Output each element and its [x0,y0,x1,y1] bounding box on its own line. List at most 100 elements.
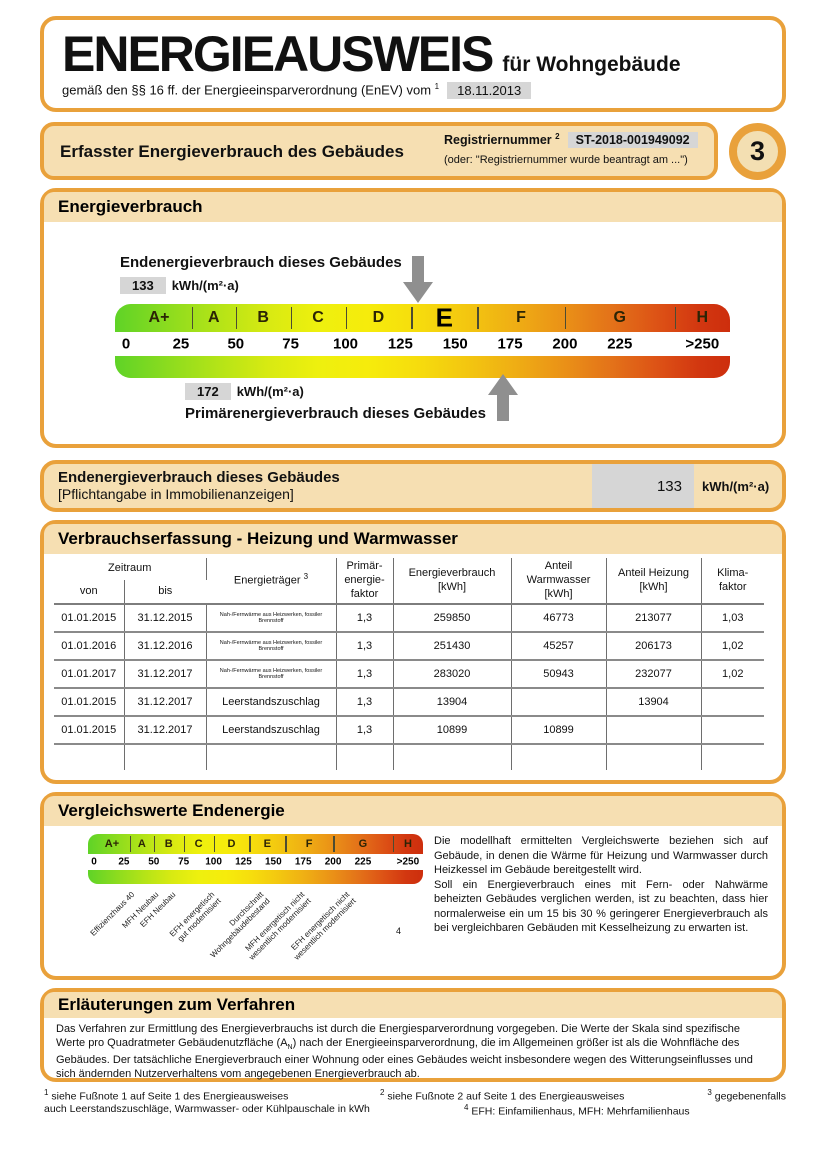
table-row: 01.01.2015 31.12.2015 Nah-/Fernwärme aus H… [54,604,764,634]
scale-divider [411,307,413,329]
efficiency-scale-bar: A+ A B C D E F G H 0 25 50 75 100 125 150 175 200 225 >250 [115,304,730,378]
scale-divider [153,836,156,852]
scale-class-label: A+ [148,309,170,326]
highlight-subtitle: [Pflichtangabe in Immobilienanzeigen] [58,486,294,502]
scale-tick-label: 75 [178,856,190,868]
footnote-3-text-line1: gegebenenfalls [714,1090,786,1103]
end-energy-unit: kWh/(m²·a) [171,278,239,293]
end-energy-highlight-banner: Endenergieverbrauch dieses Gebäudes [Pfl… [40,460,786,512]
registration-block: Registriernummer 2 ST-2018-001949092 (od… [444,132,712,166]
consumption-table-body: 01.01.2015 31.12.2015 Nah-/Fernwärme aus H… [54,604,764,771]
scale-class-label: B [257,309,269,326]
highlight-value: 133 [592,464,694,508]
table-cell: 1,3 [336,688,394,718]
table-cell: 1,03 [701,604,764,634]
comparison-paragraph-2: Soll ein Energieverbrauch eines mit Fern… [434,878,768,935]
table-cell: 10899 [393,716,512,746]
scale-divider [392,836,395,852]
table-cell: 31.12.2017 [124,716,207,746]
table-cell [511,744,607,771]
table-cell: 1,3 [336,716,394,746]
table-cell: 31.12.2016 [124,632,207,662]
scale-class-label: F [305,838,313,850]
header-anteil-heizung: Anteil Heizung [kWh] [606,558,702,606]
table-cell: Nah-/Fernwärme aus Heizwerken, fossiler … [206,604,337,634]
table-row: 01.01.2016 31.12.2016 Nah-/Fernwärme aus H… [54,632,764,662]
issue-date-value: 18.11.2013 [447,81,532,99]
scale-divider [183,836,186,852]
comparison-paragraph-1: Die modellhaft ermittelten Vergleichswer… [434,835,768,877]
table-row: 01.01.2017 31.12.2017 Nah-/Fernwärme aus H… [54,660,764,690]
scale-divider [477,307,479,329]
scale-tick-label: 100 [332,335,359,353]
scale-divider [249,836,251,852]
registration-alternative-note: (oder: "Registriernummer wurde beantragt… [444,154,688,166]
scale-tick-label: 175 [294,856,312,868]
footnote-1-mark: 1 [44,1088,49,1097]
energy-section-title: Energieverbrauch [44,192,782,222]
primary-energy-value: 172 [185,383,231,400]
table-cell: 1,3 [336,660,394,690]
scale-class-label: A [137,838,146,850]
scale-tick-label: 175 [497,335,523,353]
scale-tick-label: 25 [172,335,190,353]
up-arrow-icon [488,374,519,421]
scale-overflow-tick-label: >250 [396,856,420,868]
scale-class-label: D [227,838,236,850]
table-cell [54,744,125,771]
footnote-2-text: siehe Fußnote 2 auf Seite 1 des Energiea… [387,1090,625,1103]
scale-tick-label: 50 [148,856,160,868]
footnote-2-mark: 2 [380,1088,385,1097]
scale-divider [129,836,132,852]
scale-tick-label: 0 [91,856,97,868]
table-cell [206,744,337,771]
law-footnote-mark: 1 [434,82,440,92]
table-cell: 01.01.2015 [54,688,125,718]
comparison-reference-label: Effizienzhaus 40 [88,890,137,938]
table-cell [393,744,512,771]
footnote-1-text: siehe Fußnote 1 auf Seite 1 des Energiea… [51,1090,289,1103]
efficiency-scale: A+ A B C D E F G H 0 25 50 75 100 125 150 175 200 225 >250 [115,256,730,421]
registration-number-value: ST-2018-001949092 [567,132,698,148]
scale-class-label: B [164,838,173,850]
energy-consumption-box: Energieverbrauch Endenergieverbrauch die… [40,188,786,448]
scale-class-label: F [516,309,526,326]
table-cell: 31.12.2017 [124,660,207,690]
scale-class-label: A [208,309,220,326]
table-cell [606,716,702,746]
scale-tick-label: 225 [607,335,633,353]
scale-tick-label: 150 [264,856,282,868]
scale-tick-label: 0 [121,335,131,353]
document-title-suffix: für Wohngebäude [502,53,681,76]
page-number: 3 [749,136,766,166]
scale-class-label: G [613,309,627,326]
explanation-box: Erläuterungen zum Verfahren Das Verfahre… [40,988,786,1082]
comparison-explanation-text: Die modellhaft ermittelten Vergleichswer… [434,834,768,936]
comparison-scale-bar: A+ A B C D E F G H 0 25 50 75 100 125 150 175 200 225 >250 [88,834,423,884]
explanation-text-2: ) nach der Energieeinsparverordnung, die… [56,1037,753,1080]
table-cell: 01.01.2017 [54,660,125,690]
header-zeitraum: Zeitraum [54,558,207,580]
table-cell: 213077 [606,604,702,634]
footnote-4-mark: 4 [464,1103,469,1112]
highlight-title: Endenergieverbrauch dieses Gebäudes [58,469,340,486]
table-cell [701,688,764,718]
table-cell: 1,02 [701,660,764,690]
table-section-title: Verbrauchserfassung - Heizung und Warmwa… [44,524,782,554]
table-cell: 232077 [606,660,702,690]
scale-class-label: A+ [104,838,120,850]
scale-overflow-tick-label: >250 [685,335,720,353]
law-text: gemäß den §§ 16 ff. der Energieeinsparve… [62,82,432,98]
scale-class-label: E [435,304,453,333]
header-anteil-warmwasser: Anteil Warmwasser [kWh] [511,558,607,606]
scale-tick-label: 200 [324,856,342,868]
scale-class-label: H [696,309,709,326]
primary-energy-label: Primärenergieverbrauch dieses Gebäudes [185,405,486,422]
header-bis: bis [124,580,206,606]
end-energy-marker-arrow [402,256,433,308]
header-box: ENERGIEAUSWEIS für Wohngebäude gemäß den… [40,16,786,112]
header-energieverbrauch: Energieverbrauch [kWh] [393,558,512,606]
header-primaerfaktor: Primär- energie- faktor [336,558,394,606]
comparison-section-title: Vergleichswerte Endenergie [44,796,782,826]
